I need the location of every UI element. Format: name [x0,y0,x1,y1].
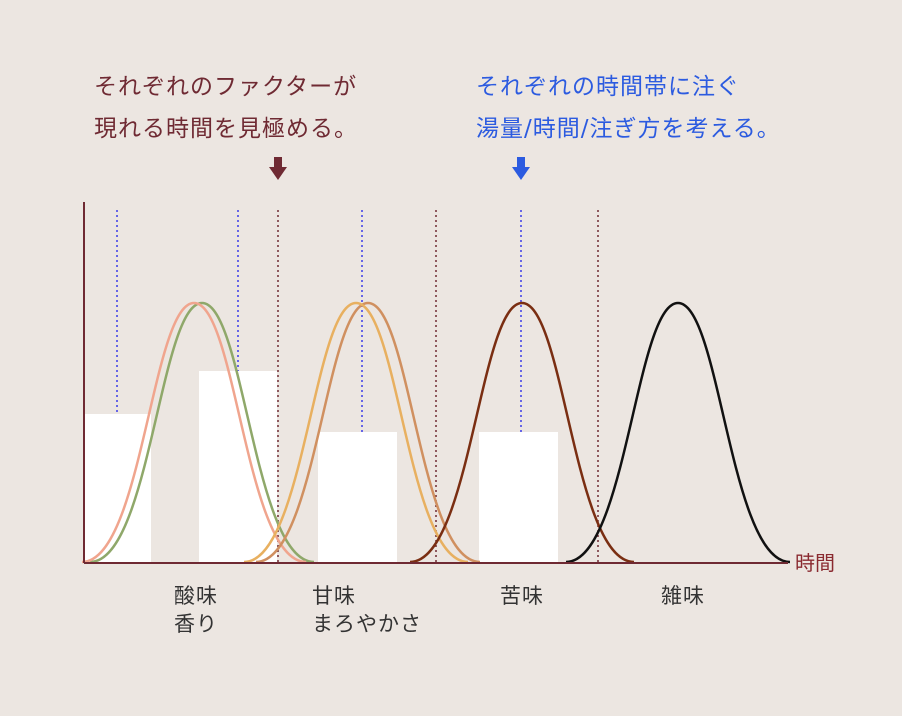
curve-acidity [81,301,307,564]
annotation-timing: それぞれのファクターが 現れる時間を見極める。 [94,66,358,150]
category-label-line1: 酸味 [174,584,218,608]
pour-block-2 [199,371,277,563]
category-label-bitterness: 苦味 [500,582,544,610]
annotation-pouring-line1: それぞれの時間帯に注ぐ [476,74,740,100]
curve-mildness [255,301,481,564]
curve-off-flavor [565,301,791,564]
pour-block-4 [479,432,558,563]
curve-bitterness [409,301,635,564]
arrow-down-icon-timing [269,157,287,180]
category-label-sweetness-mildness: 甘味 まろやかさ [312,582,422,638]
category-label-line1: 甘味 [312,584,356,608]
category-label-off-flavor: 雑味 [661,582,705,610]
category-label-acidity-aroma: 酸味 香り [174,582,218,638]
category-label-line1: 苦味 [500,584,544,608]
category-label-line2: まろやかさ [312,612,422,636]
annotation-timing-line2: 現れる時間を見極める。 [94,116,358,142]
curve-sweetness [243,301,469,564]
pour-block-3 [318,432,397,563]
arrow-down-icon-pouring [512,157,530,180]
annotation-timing-line1: それぞれのファクターが [94,74,358,100]
category-label-line2: 香り [174,612,218,636]
annotation-pouring-line2: 湯量/時間/注ぎ方を考える。 [476,116,781,142]
x-axis-label: 時間 [795,551,835,575]
category-label-line1: 雑味 [661,584,705,608]
curve-aroma [89,301,315,564]
annotation-pouring: それぞれの時間帯に注ぐ 湯量/時間/注ぎ方を考える。 [476,66,781,150]
